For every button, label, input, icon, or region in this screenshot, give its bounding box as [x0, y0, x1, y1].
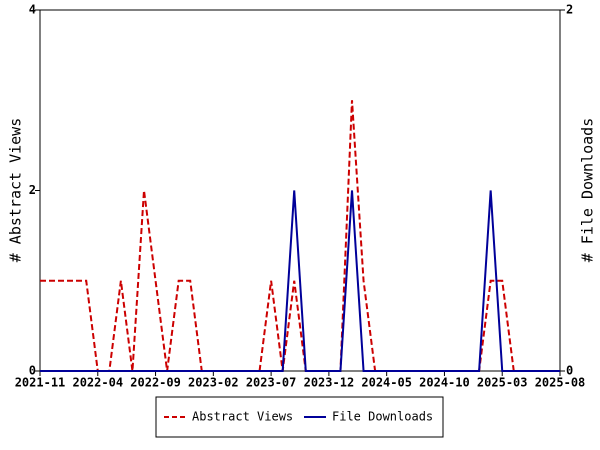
series-line [40, 190, 560, 372]
x-tick-label: 2023-02 [188, 376, 239, 390]
x-tick-label: 2025-03 [477, 376, 528, 390]
x-tick-label: 2021-11 [15, 376, 66, 390]
y-tick-label: 4 [29, 3, 36, 17]
x-tick-label: 2025-08 [535, 376, 586, 390]
x-tick-label: 2022-04 [72, 376, 123, 390]
x-tick-label: 2024-05 [361, 376, 412, 390]
x-tick-label: 2023-12 [304, 376, 355, 390]
y2-axis-label: # File Downloads [579, 118, 597, 263]
legend-label: File Downloads [332, 410, 433, 424]
x-tick-label: 2023-07 [246, 376, 297, 390]
y2-tick-label: 0 [566, 364, 573, 378]
y2-tick-label: 2 [566, 3, 573, 17]
legend [155, 396, 444, 438]
y-tick-label: 0 [29, 364, 36, 378]
y-axis-label: # Abstract Views [7, 118, 25, 263]
x-tick-label: 2024-10 [419, 376, 470, 390]
legend-label: Abstract Views [192, 410, 293, 424]
y-tick-label: 2 [29, 183, 36, 197]
x-tick-label: 2022-09 [130, 376, 181, 390]
